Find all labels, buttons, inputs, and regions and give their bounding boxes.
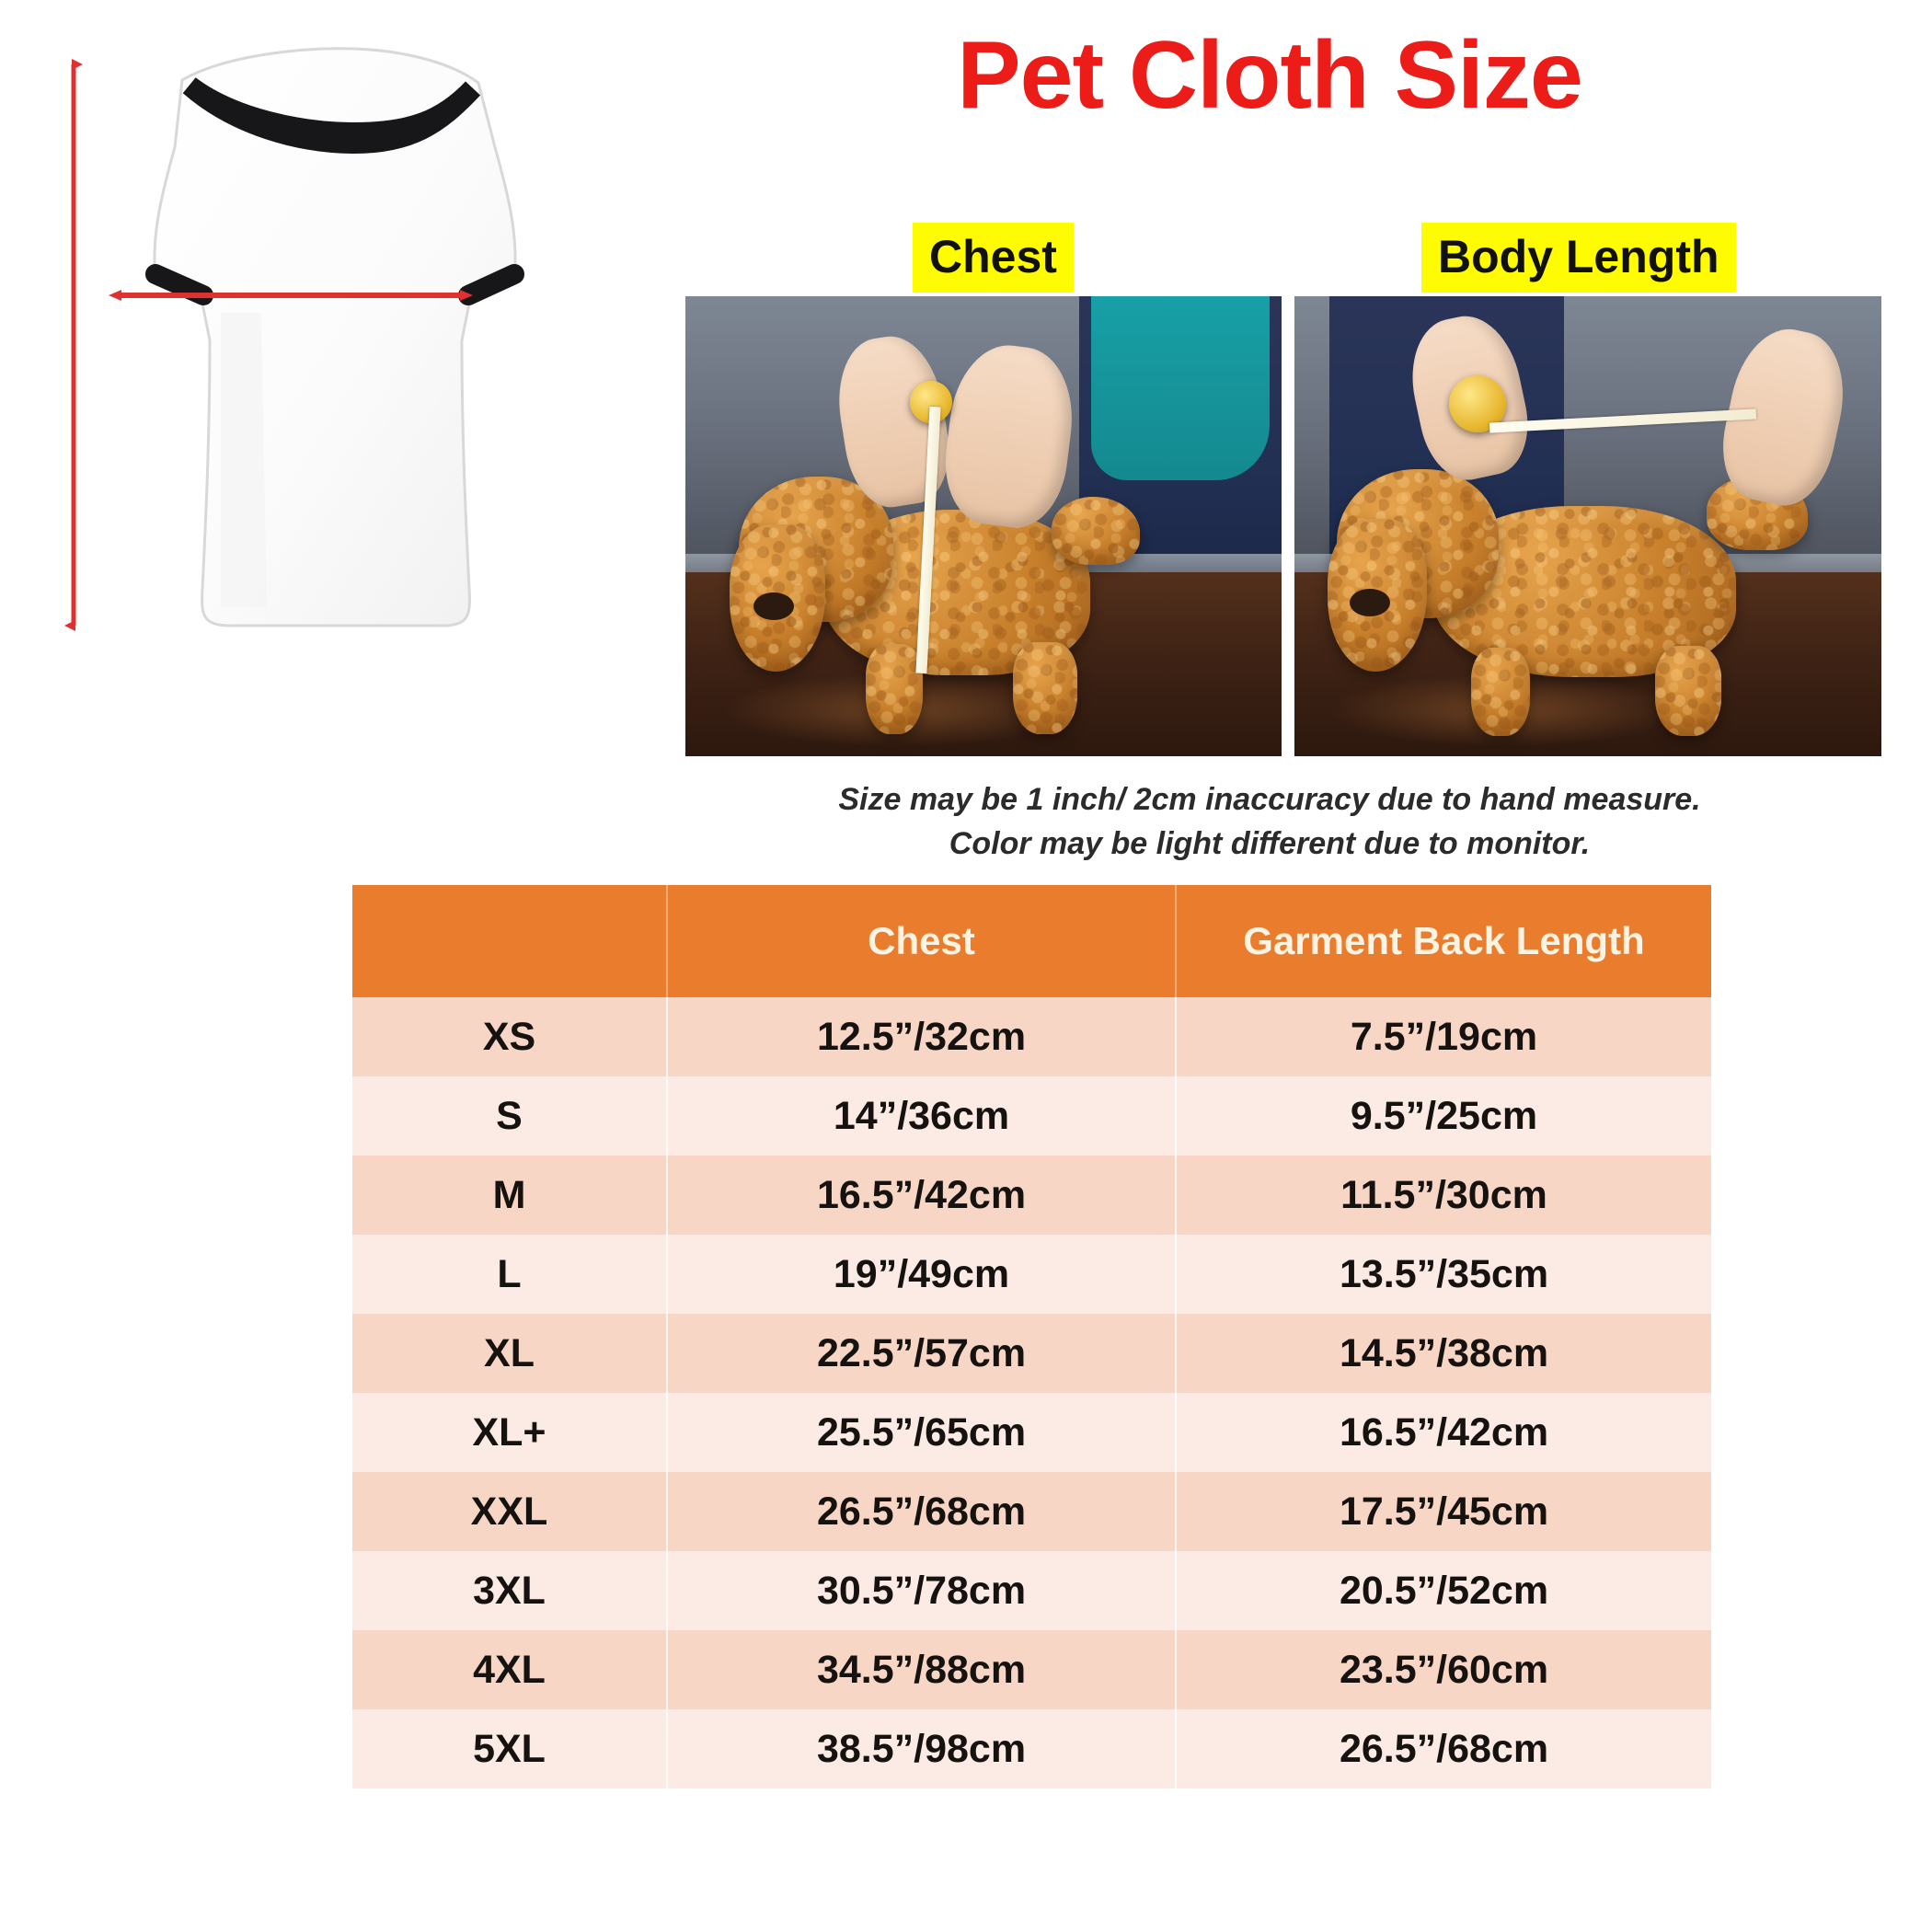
garment-diagram	[37, 37, 644, 874]
size-chart-table: Chest Garment Back Length XS 12.5”/32cm 7.…	[352, 885, 1711, 1788]
dog-nose-icon	[1350, 589, 1390, 616]
back-length-cell: 11.5”/30cm	[1176, 1156, 1711, 1235]
photo-divider	[1282, 296, 1294, 756]
column-header-chest: Chest	[667, 885, 1177, 997]
back-length-cell: 7.5”/19cm	[1176, 997, 1711, 1076]
dog-front-leg-icon	[1471, 648, 1530, 736]
back-length-cell: 23.5”/60cm	[1176, 1630, 1711, 1709]
dog-tail-icon	[1052, 497, 1140, 565]
dog-back-leg-icon	[1013, 642, 1077, 734]
table-row: XL+ 25.5”/65cm 16.5”/42cm	[352, 1393, 1711, 1472]
back-length-cell: 16.5”/42cm	[1176, 1393, 1711, 1472]
back-length-cell: 17.5”/45cm	[1176, 1472, 1711, 1551]
size-cell: 4XL	[352, 1630, 668, 1709]
right-sleeve-cuff	[458, 264, 524, 305]
table-row: L 19”/49cm 13.5”/35cm	[352, 1235, 1711, 1314]
dog-back-leg-icon	[1655, 646, 1721, 736]
back-length-cell: 26.5”/68cm	[1176, 1709, 1711, 1788]
size-cell: XXL	[352, 1472, 668, 1551]
disclaimer-line-1: Size may be 1 inch/ 2cm inaccuracy due t…	[838, 782, 1701, 817]
column-header-back-length: Garment Back Length	[1176, 885, 1711, 997]
chest-cell: 12.5”/32cm	[667, 997, 1177, 1076]
chest-cell: 26.5”/68cm	[667, 1472, 1177, 1551]
back-length-cell: 9.5”/25cm	[1176, 1076, 1711, 1156]
table-header-row: Chest Garment Back Length	[352, 885, 1711, 997]
chest-measure-label: Chest	[913, 223, 1074, 293]
table-row: XXL 26.5”/68cm 17.5”/45cm	[352, 1472, 1711, 1551]
table-row: 4XL 34.5”/88cm 23.5”/60cm	[352, 1630, 1711, 1709]
disclaimer-text: Size may be 1 inch/ 2cm inaccuracy due t…	[644, 777, 1895, 867]
chest-cell: 14”/36cm	[667, 1076, 1177, 1156]
table-row: M 16.5”/42cm 11.5”/30cm	[352, 1156, 1711, 1235]
size-cell: M	[352, 1156, 668, 1235]
chest-cell: 34.5”/88cm	[667, 1630, 1177, 1709]
disclaimer-line-2: Color may be light different due to moni…	[949, 826, 1591, 862]
body-length-measure-label: Body Length	[1421, 223, 1736, 293]
chest-cell: 16.5”/42cm	[667, 1156, 1177, 1235]
size-cell: XL	[352, 1314, 668, 1393]
garment-shape	[153, 47, 517, 627]
chest-cell: 25.5”/65cm	[667, 1393, 1177, 1472]
size-cell: L	[352, 1235, 668, 1314]
body-length-measure-photo	[1294, 296, 1881, 756]
chest-cell: 19”/49cm	[667, 1235, 1177, 1314]
size-cell: 3XL	[352, 1551, 668, 1630]
size-cell: S	[352, 1076, 668, 1156]
collar-trim	[182, 77, 481, 155]
table-row: XS 12.5”/32cm 7.5”/19cm	[352, 997, 1711, 1076]
size-cell: 5XL	[352, 1709, 668, 1788]
page-title: Pet Cloth Size	[957, 22, 1582, 129]
table-row: XL 22.5”/57cm 14.5”/38cm	[352, 1314, 1711, 1393]
chest-cell: 30.5”/78cm	[667, 1551, 1177, 1630]
table-row: 3XL 30.5”/78cm 20.5”/52cm	[352, 1551, 1711, 1630]
dog-front-leg-icon	[866, 644, 923, 734]
table-body: XS 12.5”/32cm 7.5”/19cm S 14”/36cm 9.5”/25cm M…	[352, 997, 1711, 1788]
table-row: S 14”/36cm 9.5”/25cm	[352, 1076, 1711, 1156]
back-length-cell: 13.5”/35cm	[1176, 1235, 1711, 1314]
size-cell: XS	[352, 997, 668, 1076]
photo-person-top	[1090, 296, 1271, 480]
column-header-size	[352, 885, 668, 997]
table-row: 5XL 38.5”/98cm 26.5”/68cm	[352, 1709, 1711, 1788]
measurement-photos	[685, 296, 1881, 756]
garment-illustration	[64, 47, 524, 631]
chest-cell: 22.5”/57cm	[667, 1314, 1177, 1393]
dog-nose-icon	[753, 592, 794, 620]
chest-cell: 38.5”/98cm	[667, 1709, 1177, 1788]
chest-measure-photo	[685, 296, 1282, 756]
size-cell: XL+	[352, 1393, 668, 1472]
back-length-cell: 14.5”/38cm	[1176, 1314, 1711, 1393]
back-length-cell: 20.5”/52cm	[1176, 1551, 1711, 1630]
